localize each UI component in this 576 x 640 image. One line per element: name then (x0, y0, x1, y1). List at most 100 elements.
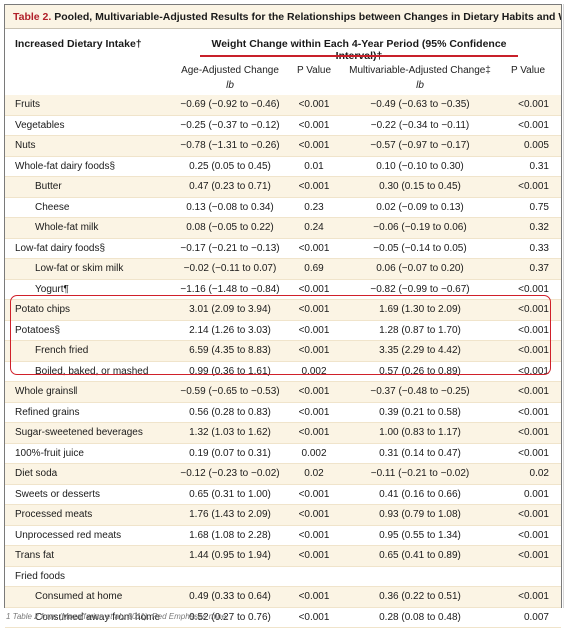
p-value-age: <0.001 (298, 99, 330, 110)
table-row: Processed meats 1.76 (1.43 to 2.09) <0.001… (5, 505, 561, 526)
table-title-text: Pooled, Multivariable-Adjusted Results f… (54, 11, 561, 23)
p-value-age: <0.001 (298, 181, 330, 192)
table-header: Increased Dietary Intake† Weight Change … (5, 29, 561, 96)
p-value-age: <0.001 (298, 427, 330, 438)
table-row: Fried foods (5, 566, 561, 587)
table-row: Whole-fat dairy foods§ 0.25 (0.05 to 0.45… (5, 156, 561, 177)
multivariable-value: 1.69 (1.30 to 2.09) (379, 304, 461, 315)
row-label: Butter (35, 181, 62, 192)
row-label: Whole-fat milk (35, 222, 99, 233)
age-adjusted-value: 1.44 (0.95 to 1.94) (189, 550, 271, 561)
row-label: French fried (35, 345, 89, 356)
age-adjusted-value: 2.14 (1.26 to 3.03) (189, 324, 271, 336)
p-value-multi: <0.001 (518, 427, 549, 438)
age-adjusted-value: −0.17 (−0.21 to −0.13) (180, 242, 280, 254)
p-value-multi: <0.001 (518, 181, 549, 192)
p-value-age: <0.001 (298, 509, 330, 520)
multivariable-value: −0.11 (−0.21 to −0.02) (370, 468, 470, 479)
p-value-age: 0.24 (304, 222, 324, 233)
table-row: 100%-fruit juice 0.19 (0.07 to 0.31) 0.002… (5, 443, 561, 464)
age-adjusted-value: 1.76 (1.43 to 2.09) (189, 509, 271, 520)
table-row: Consumed away from home 0.52 (0.27 to 0.7… (5, 607, 561, 628)
p-value-multi: <0.001 (518, 406, 549, 418)
row-label: Sweets or desserts (15, 488, 101, 500)
header-dietary-intake: Increased Dietary Intake† (15, 38, 142, 50)
p-value-age: <0.001 (298, 324, 330, 336)
header-age-adjusted: Age-Adjusted Change (181, 65, 279, 76)
p-value-multi: <0.001 (518, 386, 549, 397)
age-adjusted-value: 6.59 (4.35 to 8.83) (189, 345, 271, 356)
p-value-age: <0.001 (298, 304, 330, 315)
row-label: Potatoes§ (15, 324, 61, 336)
multivariable-value: 0.93 (0.79 to 1.08) (379, 509, 461, 520)
p-value-multi: <0.001 (518, 365, 549, 377)
row-label: Cheese (35, 201, 70, 213)
header-weight-change: Weight Change within Each 4-Year Period … (211, 38, 507, 62)
row-label: Trans fat (15, 550, 55, 561)
age-adjusted-value: 0.65 (0.31 to 1.00) (189, 488, 271, 500)
row-label: Boiled, baked, or mashed (35, 365, 149, 377)
row-label: Consumed away from home (35, 611, 161, 623)
p-value-multi: <0.001 (518, 591, 549, 602)
age-adjusted-value: 0.99 (0.36 to 1.61) (189, 365, 271, 377)
age-adjusted-value: 0.13 (−0.08 to 0.34) (186, 201, 274, 213)
table-row: Diet soda −0.12 (−0.23 to −0.02) 0.02 −0.11… (5, 464, 561, 485)
age-adjusted-value: 0.08 (−0.05 to 0.22) (186, 222, 274, 233)
multivariable-value: 1.28 (0.87 to 1.70) (379, 324, 461, 336)
multivariable-value: 0.36 (0.22 to 0.51) (379, 591, 461, 602)
p-value-age: <0.001 (298, 529, 330, 541)
row-label: Fried foods (15, 570, 66, 582)
table-row: Potatoes§ 2.14 (1.26 to 3.03) <0.001 1.28 (… (5, 320, 561, 341)
p-value-age: <0.001 (298, 283, 330, 295)
p-value-age: <0.001 (298, 611, 330, 623)
table-number: Table 2. (13, 11, 52, 23)
age-adjusted-value: 0.49 (0.33 to 0.64) (189, 591, 271, 602)
row-label: Low-fat dairy foods§ (15, 242, 106, 254)
age-adjusted-value: −1.16 (−1.48 to −0.84) (180, 283, 280, 295)
multivariable-value: 0.31 (0.14 to 0.47) (379, 447, 461, 459)
header-multivariable: Multivariable-Adjusted Change‡ (349, 65, 491, 76)
figure-caption: 1 Table 2 from (Mozaffarian et al., 2011… (6, 612, 229, 621)
p-value-multi: <0.001 (518, 119, 549, 131)
age-adjusted-value: −0.69 (−0.92 to −0.46) (180, 99, 280, 110)
table-row: Whole grains‖ −0.59 (−0.65 to −0.53) <0.00… (5, 382, 561, 403)
age-adjusted-value: −0.78 (−1.31 to −0.26) (180, 140, 280, 151)
p-value-multi: 0.33 (529, 242, 549, 254)
p-value-multi: 0.32 (529, 222, 549, 233)
multivariable-value: 0.06 (−0.07 to 0.20) (376, 263, 464, 274)
table-row: Nuts −0.78 (−1.31 to −0.26) <0.001 −0.57 (−… (5, 136, 561, 157)
p-value-age: <0.001 (298, 386, 330, 397)
p-value-multi: <0.001 (518, 345, 549, 356)
table-row: Sweets or desserts 0.65 (0.31 to 1.00) <0.… (5, 484, 561, 505)
p-value-age: <0.001 (298, 591, 330, 602)
age-adjusted-value: −0.59 (−0.65 to −0.53) (180, 386, 280, 397)
table-frame: Table 2. Pooled, Multivariable-Adjusted … (4, 4, 562, 628)
multivariable-value: −0.37 (−0.48 to −0.25) (370, 386, 470, 397)
row-label: Whole-fat dairy foods§ (15, 160, 116, 172)
p-value-multi: <0.001 (518, 509, 549, 520)
multivariable-value: 0.30 (0.15 to 0.45) (379, 181, 461, 192)
table-row: French fried 6.59 (4.35 to 8.83) <0.001 3.3… (5, 341, 561, 362)
header-p-value-2: P Value (510, 65, 546, 76)
table-row: Vegetables −0.25 (−0.37 to −0.12) <0.001 −0… (5, 115, 561, 136)
multivariable-value: 0.10 (−0.10 to 0.30) (376, 160, 464, 172)
multivariable-value: −0.49 (−0.63 to −0.35) (370, 99, 470, 110)
row-label: 100%-fruit juice (15, 447, 84, 459)
row-label: Nuts (15, 140, 36, 151)
age-adjusted-value: 0.47 (0.23 to 0.71) (189, 181, 271, 192)
table-row: Yogurt¶ −1.16 (−1.48 to −0.84) <0.001 −0.82… (5, 279, 561, 300)
age-adjusted-value: 0.25 (0.05 to 0.45) (189, 160, 271, 172)
p-value-multi: 0.75 (529, 201, 549, 213)
multivariable-value: −0.22 (−0.34 to −0.11) (370, 119, 470, 131)
p-value-multi: <0.001 (518, 447, 549, 459)
multivariable-value: 0.57 (0.26 to 0.89) (379, 365, 461, 377)
multivariable-value: 0.02 (−0.09 to 0.13) (376, 201, 464, 213)
table-row: Refined grains 0.56 (0.28 to 0.83) <0.001 0… (5, 402, 561, 423)
p-value-age: 0.002 (301, 365, 327, 377)
age-adjusted-value: 0.52 (0.27 to 0.76) (189, 611, 271, 623)
table-row: Boiled, baked, or mashed 0.99 (0.36 to 1.… (5, 361, 561, 382)
header-age-adjusted-unit: lb (226, 80, 234, 91)
row-label: Refined grains (15, 406, 80, 418)
age-adjusted-value: −0.02 (−0.11 to 0.07) (183, 263, 277, 274)
p-value-multi: 0.37 (529, 263, 549, 274)
